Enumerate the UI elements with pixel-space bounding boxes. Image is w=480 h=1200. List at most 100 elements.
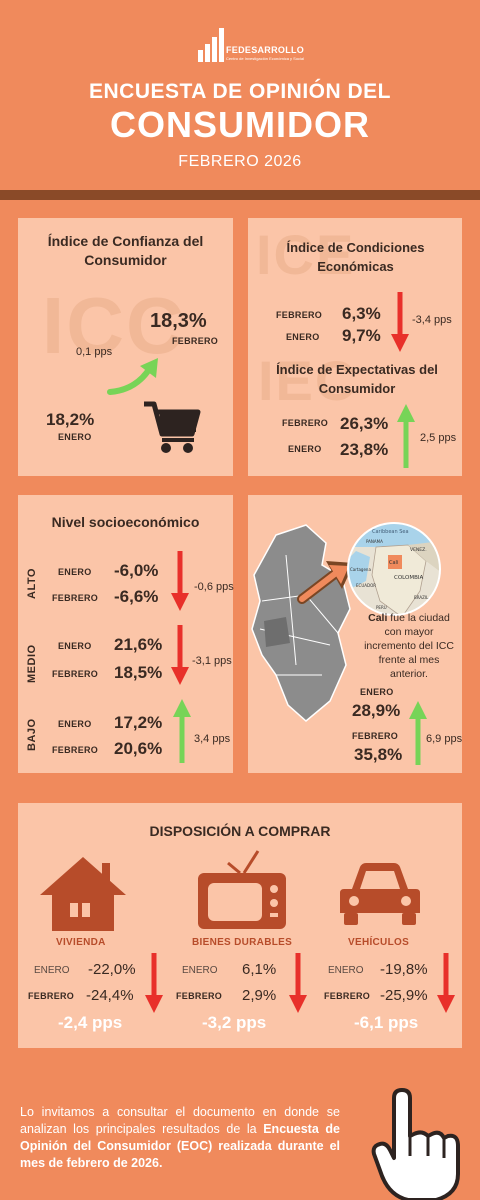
header: FEDESARROLLO Centro de Investigación Eco… bbox=[0, 0, 480, 190]
bajo-change: 3,4 pps bbox=[194, 733, 231, 745]
ice-watermark: ICE bbox=[256, 223, 356, 286]
alto-jan-value: -6,0% bbox=[114, 561, 159, 580]
up-arrow-icon bbox=[107, 358, 158, 395]
medio-label: MEDIO bbox=[26, 644, 38, 683]
bienes-durables-label: BIENES DURABLES bbox=[192, 937, 293, 948]
iec-watermark: IEC bbox=[258, 349, 358, 412]
city-feb-value: 35,8% bbox=[354, 745, 403, 764]
bajo-label: BAJO bbox=[26, 718, 38, 751]
map-label-cali: Cali bbox=[389, 560, 398, 566]
iec-jan-label: ENERO bbox=[288, 444, 322, 454]
map-label-brazil: BRAZIL bbox=[414, 595, 429, 600]
icc-jan-label: ENERO bbox=[58, 432, 92, 442]
logo-subtitle: Centro de Investigación Económica y Soci… bbox=[226, 56, 305, 61]
bienes-durables-jan-label: ENERO bbox=[182, 965, 218, 976]
iec-change: 2,5 pps bbox=[420, 432, 457, 444]
vivienda-change: -2,4 pps bbox=[58, 1013, 123, 1032]
iec-feb-label: FEBRERO bbox=[282, 418, 329, 428]
map-label-panama: PANAMA bbox=[366, 539, 383, 544]
down-arrow-icon bbox=[289, 953, 307, 1013]
icc-change: 0,1 pps bbox=[76, 346, 113, 358]
medio-jan-label: ENERO bbox=[58, 641, 92, 651]
pointing-hand-icon[interactable] bbox=[371, 1088, 464, 1200]
icc-jan-value: 18,2% bbox=[46, 410, 95, 429]
title-line-1: ENCUESTA DE OPINIÓN DEL bbox=[88, 80, 392, 103]
medio-jan-value: 21,6% bbox=[114, 635, 163, 654]
city-change: 6,9 pps bbox=[426, 733, 462, 745]
divider-band bbox=[0, 190, 480, 200]
nse-panel: Nivel socioeconómico ALTO ENERO -6,0% FE… bbox=[18, 495, 234, 773]
icc-panel: ICC Índice de Confianza del Consumidor 1… bbox=[18, 218, 233, 476]
alto-jan-label: ENERO bbox=[58, 567, 92, 577]
alto-feb-label: FEBRERO bbox=[52, 593, 99, 603]
alto-label: ALTO bbox=[26, 568, 38, 599]
icc-title: Índice de Confianza del Consumidor bbox=[47, 233, 204, 268]
vehiculos-label: VEHÍCULOS bbox=[348, 937, 410, 948]
icc-feb-value: 18,3% bbox=[150, 310, 207, 332]
bienes-durables-change: -3,2 pps bbox=[202, 1013, 267, 1032]
city-feb-label: FEBRERO bbox=[352, 731, 399, 741]
iec-jan-value: 23,8% bbox=[340, 440, 389, 459]
bienes-durables-feb-value: 2,9% bbox=[242, 987, 277, 1004]
ice-iec-panel: ICE Índice de Condiciones Económicas FEB… bbox=[248, 218, 462, 476]
colombia-map-icon bbox=[251, 524, 351, 722]
map-label-venezuela: VENEZ. bbox=[410, 547, 427, 553]
medio-feb-value: 18,5% bbox=[114, 663, 163, 682]
bienes-durables-jan-value: 6,1% bbox=[242, 961, 277, 978]
bajo-feb-label: FEBRERO bbox=[52, 745, 99, 755]
icc-watermark: ICC bbox=[42, 281, 186, 370]
vehiculos-feb-label: FEBRERO bbox=[324, 991, 371, 1001]
footer-text[interactable]: Lo invitamos a consultar el documento en… bbox=[20, 1104, 340, 1172]
ice-jan-label: ENERO bbox=[286, 332, 320, 342]
bienes-durables-feb-label: FEBRERO bbox=[176, 991, 223, 1001]
down-arrow-icon bbox=[437, 953, 455, 1013]
down-arrow-icon bbox=[171, 551, 189, 611]
bajo-jan-label: ENERO bbox=[58, 719, 92, 729]
vehiculos-feb-value: -25,9% bbox=[380, 987, 428, 1004]
vehiculos-jan-label: ENERO bbox=[328, 965, 364, 976]
vivienda-label: VIVIENDA bbox=[56, 937, 106, 948]
pointer-arrow-icon bbox=[297, 561, 354, 604]
nse-title: Nivel socioeconómico bbox=[51, 514, 200, 530]
ice-jan-value: 9,7% bbox=[342, 326, 381, 345]
vivienda-feb-label: FEBRERO bbox=[28, 991, 75, 1001]
tv-icon bbox=[198, 850, 286, 929]
car-icon bbox=[340, 863, 420, 925]
logo-name: FEDESARROLLO bbox=[226, 45, 305, 55]
city-jan-label: ENERO bbox=[360, 687, 394, 697]
ice-feb-value: 6,3% bbox=[342, 304, 381, 323]
footer-text-intro: Lo invitamos a consultar el documento en… bbox=[20, 1105, 340, 1136]
map-label-caribbean: Caribbean Sea bbox=[372, 529, 409, 535]
alto-change: -0,6 pps bbox=[194, 581, 234, 593]
city-panel: Caribbean Sea PANAMA VENEZ. Cali COLOMBI… bbox=[248, 495, 462, 773]
icc-feb-label: FEBRERO bbox=[172, 336, 219, 346]
ice-feb-label: FEBRERO bbox=[276, 310, 323, 320]
bajo-feb-value: 20,6% bbox=[114, 739, 163, 758]
medio-change: -3,1 pps bbox=[192, 655, 232, 667]
ice-title: Índice de Condiciones Económicas bbox=[286, 240, 425, 274]
vivienda-jan-label: ENERO bbox=[34, 965, 70, 976]
city-description: Cali fue la ciudad con mayor incremento … bbox=[360, 611, 458, 681]
map-label-colombia: COLOMBIA bbox=[394, 575, 424, 581]
region-map-icon: Caribbean Sea PANAMA VENEZ. Cali COLOMBI… bbox=[347, 522, 441, 616]
map-label-ecuador: ECUADOR bbox=[356, 583, 376, 588]
footer-text-bold: Encuesta de Opinión del Consumidor (EOC)… bbox=[20, 1122, 340, 1170]
shopping-cart-icon bbox=[144, 401, 201, 453]
purchase-title: DISPOSICIÓN A COMPRAR bbox=[149, 823, 331, 839]
up-arrow-icon bbox=[409, 701, 427, 765]
iec-title: Índice de Expectativas del Consumidor bbox=[276, 362, 438, 396]
down-arrow-icon bbox=[171, 625, 189, 685]
fedesarrollo-logo-icon bbox=[198, 28, 224, 62]
down-arrow-icon bbox=[391, 292, 409, 352]
subtitle: FEBRERO 2026 bbox=[178, 153, 302, 170]
bajo-jan-value: 17,2% bbox=[114, 713, 163, 732]
alto-feb-value: -6,6% bbox=[114, 587, 159, 606]
up-arrow-icon bbox=[397, 404, 415, 468]
vehiculos-jan-value: -19,8% bbox=[380, 961, 428, 978]
map-label-cartagena: Cartagena bbox=[350, 567, 371, 572]
map-label-peru: PERU bbox=[376, 605, 387, 610]
up-arrow-icon bbox=[173, 699, 191, 763]
iec-feb-value: 26,3% bbox=[340, 414, 389, 433]
vehiculos-change: -6,1 pps bbox=[354, 1013, 419, 1032]
vivienda-feb-value: -24,4% bbox=[86, 987, 134, 1004]
